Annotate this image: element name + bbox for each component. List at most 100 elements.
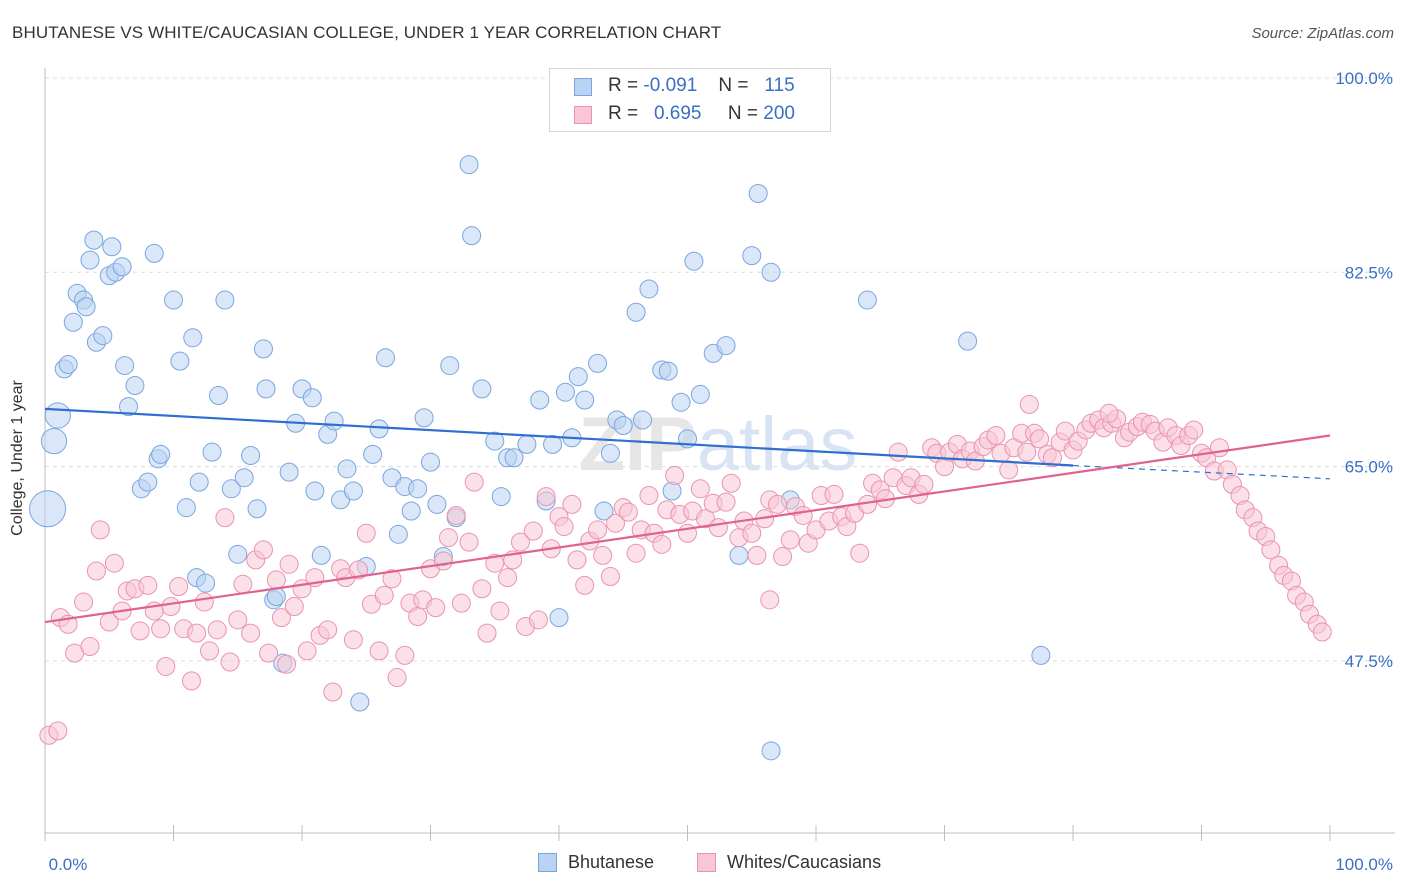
bhutanese-point bbox=[29, 490, 67, 528]
bhutanese-point bbox=[112, 257, 132, 277]
bhutanese-point bbox=[44, 402, 71, 429]
bhutanese-trend-line bbox=[44, 407, 1074, 467]
n-label: N = bbox=[727, 103, 759, 124]
whites-point bbox=[138, 575, 158, 595]
x-tick-labels: 0.0% 100.0% bbox=[49, 855, 1393, 874]
r-label: R = bbox=[608, 103, 639, 124]
y-tick-label: 65.0% bbox=[1345, 458, 1393, 477]
whites-point bbox=[199, 641, 219, 661]
bhutanese-point bbox=[690, 384, 710, 404]
bhutanese-point bbox=[459, 155, 479, 175]
whites-point bbox=[279, 554, 299, 574]
bhutanese-point bbox=[76, 297, 96, 317]
bhutanese-point bbox=[221, 479, 241, 499]
bhutanese-point bbox=[279, 462, 299, 482]
bhutanese-point bbox=[716, 336, 736, 356]
whites-point bbox=[490, 601, 510, 621]
bhutanese-point bbox=[196, 573, 216, 593]
grid-lines bbox=[45, 77, 1395, 662]
whites-point bbox=[220, 652, 240, 672]
bhutanese-point bbox=[575, 390, 595, 410]
n-label: N = bbox=[718, 75, 749, 96]
bhutanese-point bbox=[151, 444, 171, 464]
whites-point bbox=[74, 592, 94, 612]
whites-point bbox=[343, 630, 363, 650]
bhutanese-point bbox=[343, 481, 363, 501]
whites-point bbox=[369, 641, 389, 661]
bhutanese-point bbox=[234, 468, 254, 488]
whites-swatch bbox=[574, 106, 592, 124]
bhutanese-point bbox=[549, 608, 569, 628]
bhutanese-point bbox=[530, 390, 550, 410]
bhutanese-point bbox=[742, 246, 762, 266]
whites-point bbox=[665, 465, 685, 485]
bhutanese-trend-extension bbox=[1072, 464, 1331, 480]
whites-point bbox=[850, 543, 870, 563]
bhutanese-point bbox=[414, 408, 434, 428]
whites-point bbox=[459, 532, 479, 552]
whites-point bbox=[510, 532, 530, 552]
whites-point bbox=[690, 479, 710, 499]
bhutanese-point bbox=[588, 353, 608, 373]
bhutanese-point bbox=[376, 348, 396, 368]
whites-point bbox=[297, 641, 317, 661]
bhutanese-point bbox=[324, 411, 344, 431]
whites-point bbox=[387, 668, 407, 688]
whites-point bbox=[194, 592, 214, 612]
whites-point bbox=[395, 645, 415, 665]
whites-point bbox=[169, 577, 189, 597]
bhutanese-point bbox=[241, 446, 261, 465]
whites-point bbox=[914, 474, 934, 494]
x-tick-label: 100.0% bbox=[1335, 855, 1393, 874]
bhutanese-point bbox=[485, 431, 505, 451]
whites-point bbox=[80, 636, 100, 656]
whites-point bbox=[215, 508, 235, 528]
whites-point bbox=[151, 619, 171, 639]
bhutanese-point bbox=[440, 356, 460, 376]
bhutanese-point bbox=[761, 741, 781, 761]
whites-point bbox=[721, 473, 741, 493]
bhutanese-point bbox=[504, 448, 524, 468]
source-label: Source: ZipAtlas.com bbox=[1251, 25, 1394, 42]
whites-point bbox=[1209, 438, 1229, 458]
whites-point bbox=[464, 472, 484, 492]
bhutanese-point bbox=[633, 410, 653, 430]
r-value: 0.695 bbox=[653, 103, 702, 124]
whites-point bbox=[986, 426, 1006, 446]
whites-point bbox=[130, 621, 150, 641]
bhutanese-point bbox=[84, 230, 104, 250]
bhutanese-legend-swatch bbox=[538, 853, 557, 872]
y-tick-label: 47.5% bbox=[1345, 652, 1393, 671]
whites-point bbox=[485, 553, 505, 573]
whites-point bbox=[747, 545, 767, 565]
whites-point bbox=[708, 518, 728, 538]
whites-point bbox=[1099, 403, 1119, 423]
r-label: R = bbox=[608, 75, 639, 96]
whites-point bbox=[374, 585, 394, 605]
whites-point bbox=[408, 606, 428, 626]
bhutanese-point bbox=[658, 361, 678, 381]
bhutanese-point bbox=[639, 279, 659, 299]
whites-point bbox=[161, 597, 181, 616]
trend-lines bbox=[44, 407, 1331, 624]
bhutanese-point bbox=[176, 498, 196, 518]
bhutanese-point bbox=[369, 419, 389, 439]
bhutanese-point bbox=[256, 379, 276, 399]
bhutanese-point bbox=[208, 386, 228, 406]
bhutanese-point bbox=[427, 494, 447, 514]
whites-point bbox=[652, 534, 672, 554]
y-tick-labels: 47.5% 65.0% 82.5% 100.0% bbox=[1335, 69, 1393, 671]
bhutanese-point bbox=[119, 397, 139, 417]
bhutanese-point bbox=[388, 524, 408, 544]
whites-point bbox=[626, 543, 646, 563]
bhutanese-point bbox=[408, 479, 428, 499]
whites-point bbox=[760, 590, 780, 610]
bhutanese-point bbox=[164, 290, 183, 310]
whites-point bbox=[472, 579, 492, 599]
whites-point bbox=[888, 442, 908, 462]
whites-point bbox=[253, 540, 273, 560]
bhutanese-point bbox=[568, 367, 588, 387]
whites-point bbox=[600, 567, 620, 587]
y-tick-label: 100.0% bbox=[1335, 69, 1393, 88]
